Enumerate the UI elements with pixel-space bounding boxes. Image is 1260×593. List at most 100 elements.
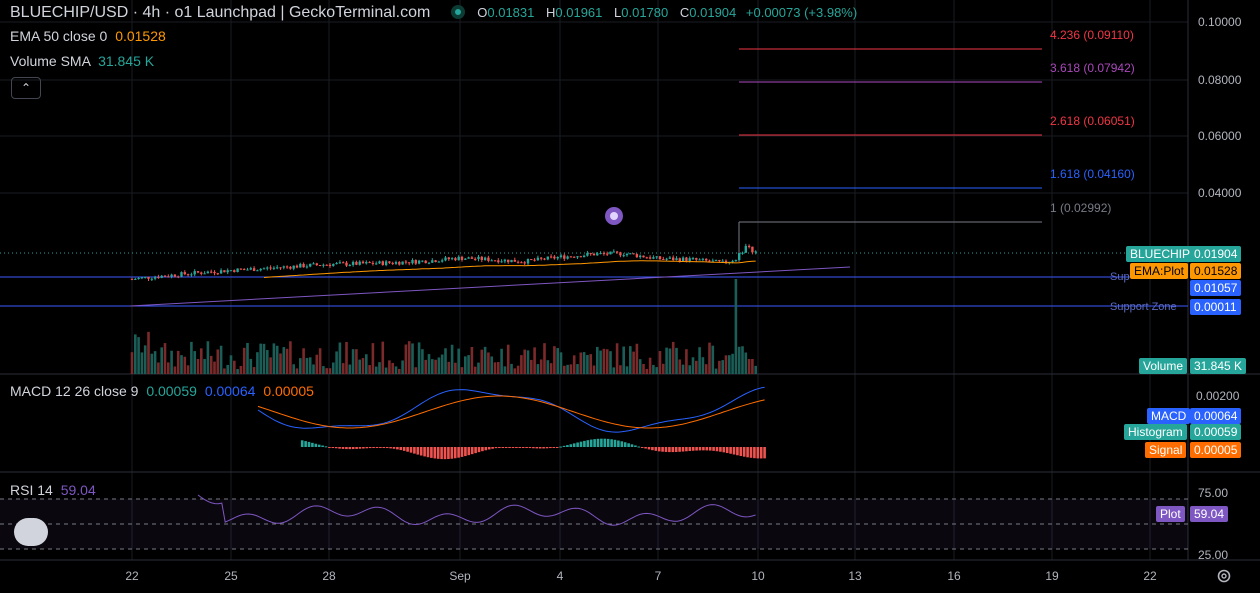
- macd-histogram-bar: [606, 438, 610, 447]
- candle-body: [635, 254, 639, 258]
- volume-bar: [533, 347, 536, 374]
- ema-tag: EMA:Plot: [1130, 263, 1189, 279]
- macd-histogram-bar: [712, 447, 715, 451]
- volume-bar: [153, 351, 157, 374]
- candle-body: [177, 276, 180, 278]
- candle-body: [210, 271, 213, 273]
- candle-body: [434, 260, 437, 263]
- tradingview-logo: [14, 518, 48, 546]
- macd-histogram-bar: [746, 447, 749, 458]
- candle-body: [619, 252, 622, 256]
- macd-histogram-bar: [610, 439, 613, 447]
- chevron-up-icon: ⌃: [20, 81, 32, 95]
- candle-body: [658, 256, 662, 259]
- volume-bar: [701, 357, 705, 374]
- volume-bar: [566, 364, 569, 374]
- candle-body: [249, 268, 252, 270]
- volume-bar: [404, 344, 408, 374]
- macd-histogram-bar: [413, 447, 416, 454]
- macd-histogram-bar: [399, 447, 403, 451]
- candle-body: [411, 260, 414, 264]
- time-tick-label: 25: [224, 569, 238, 583]
- macd-histogram-bar: [542, 447, 545, 449]
- collapse-legend-button[interactable]: ⌃: [11, 77, 41, 99]
- volume-bar: [546, 360, 550, 374]
- volume-bar: [173, 366, 177, 374]
- volume-bar: [718, 360, 721, 374]
- candle-body: [622, 255, 625, 257]
- volume-bar: [328, 368, 332, 374]
- ema-legend[interactable]: EMA 50 close 0 0.01528: [10, 28, 166, 44]
- macd-histogram-bar: [732, 447, 736, 455]
- volume-bar: [556, 347, 559, 374]
- macd-histogram-bar: [572, 443, 576, 447]
- volume-bar: [724, 355, 728, 374]
- candle-body: [490, 260, 493, 262]
- volume-bar: [658, 351, 662, 374]
- macd-histogram-bar: [518, 447, 522, 448]
- macd-histogram-bar: [457, 447, 460, 458]
- volume-bar: [427, 354, 431, 374]
- volume-bar: [638, 359, 642, 374]
- volume-bar: [292, 364, 295, 374]
- candle-body: [203, 273, 206, 275]
- price-tick-label: 0.10000: [1198, 15, 1242, 29]
- candle-body: [493, 260, 497, 262]
- volume-bar: [602, 348, 606, 374]
- candle-body: [543, 258, 546, 260]
- candle-body: [602, 253, 606, 255]
- signal-line: [257, 395, 765, 429]
- volume-bar: [477, 362, 480, 374]
- volume-bar: [332, 362, 335, 374]
- symbol-tag: BLUECHIP: [1126, 246, 1195, 262]
- macd-histogram-bar: [362, 447, 365, 449]
- macd-histogram-bar: [430, 447, 433, 458]
- candle-body: [130, 279, 134, 281]
- volume-bar: [467, 355, 470, 374]
- candle-body: [606, 253, 609, 255]
- candle-body: [477, 256, 480, 260]
- level2-price-tag: 0.00011: [1190, 299, 1241, 315]
- candle-body: [536, 257, 540, 261]
- candle-body: [335, 263, 338, 265]
- macd-histogram-bar: [538, 447, 542, 449]
- low-value: 0.01780: [621, 5, 669, 20]
- volume-bar: [609, 351, 612, 374]
- volume-bar: [685, 349, 688, 374]
- candle-body: [206, 271, 210, 274]
- volume-bar: [348, 364, 352, 374]
- macd-histogram-bar: [348, 447, 352, 450]
- candle-body: [582, 255, 586, 258]
- candle-body: [375, 263, 378, 265]
- candle-body: [441, 260, 444, 262]
- candle-body: [239, 268, 243, 270]
- volume-bar: [734, 279, 738, 374]
- candle-body: [695, 258, 698, 260]
- candle-body: [681, 257, 685, 262]
- rsi-value: 59.04: [60, 482, 96, 498]
- volume-bar: [285, 348, 289, 374]
- symbol-title[interactable]: BLUECHIP/USD · 4h · o1 Launchpad | Gecko…: [10, 4, 431, 21]
- volume-bar: [160, 347, 163, 374]
- macd-legend[interactable]: MACD 12 26 close 9 0.00059 0.00064 0.000…: [10, 383, 314, 399]
- candle-body: [338, 262, 342, 264]
- volume-bar: [434, 359, 437, 374]
- ema-name: EMA: [10, 28, 40, 44]
- macd-histogram-bar: [433, 447, 437, 459]
- candle-body: [714, 259, 718, 261]
- volume-bar: [714, 368, 718, 374]
- rsi-legend[interactable]: RSI 14 59.04: [10, 482, 96, 498]
- time-tick-label: 19: [1045, 569, 1059, 583]
- macd-histogram-bar: [324, 446, 328, 448]
- volume-legend[interactable]: Volume SMA 31.845 K: [10, 53, 154, 69]
- candle-body: [219, 270, 223, 274]
- volume-bar: [506, 344, 510, 374]
- candle-body: [322, 264, 325, 266]
- volume-tag: Volume: [1139, 358, 1188, 374]
- candle-body: [487, 257, 490, 261]
- volume-bar: [295, 368, 299, 374]
- volume-bar: [457, 348, 460, 374]
- gear-icon[interactable]: [1216, 568, 1232, 584]
- macd-histogram-bar: [491, 447, 494, 449]
